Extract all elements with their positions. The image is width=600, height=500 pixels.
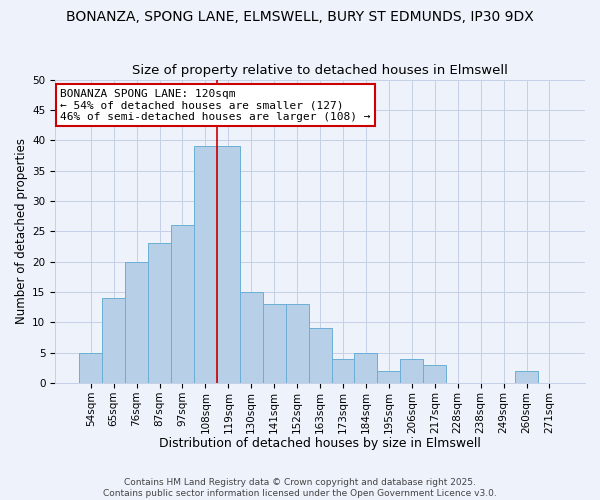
Bar <box>400 359 423 383</box>
Bar <box>240 292 263 383</box>
Bar <box>79 352 102 383</box>
Title: Size of property relative to detached houses in Elmswell: Size of property relative to detached ho… <box>132 64 508 77</box>
Bar <box>125 262 148 383</box>
Text: BONANZA, SPONG LANE, ELMSWELL, BURY ST EDMUNDS, IP30 9DX: BONANZA, SPONG LANE, ELMSWELL, BURY ST E… <box>66 10 534 24</box>
Bar <box>148 244 171 383</box>
Bar <box>171 225 194 383</box>
Text: Contains HM Land Registry data © Crown copyright and database right 2025.
Contai: Contains HM Land Registry data © Crown c… <box>103 478 497 498</box>
X-axis label: Distribution of detached houses by size in Elmswell: Distribution of detached houses by size … <box>159 437 481 450</box>
Text: BONANZA SPONG LANE: 120sqm
← 54% of detached houses are smaller (127)
46% of sem: BONANZA SPONG LANE: 120sqm ← 54% of deta… <box>61 88 371 122</box>
Bar <box>194 146 217 383</box>
Bar <box>332 359 355 383</box>
Bar <box>263 304 286 383</box>
Bar <box>217 146 240 383</box>
Bar <box>286 304 308 383</box>
Bar <box>102 298 125 383</box>
Bar <box>355 352 377 383</box>
Y-axis label: Number of detached properties: Number of detached properties <box>15 138 28 324</box>
Bar <box>423 365 446 383</box>
Bar <box>377 371 400 383</box>
Bar <box>308 328 332 383</box>
Bar <box>515 371 538 383</box>
